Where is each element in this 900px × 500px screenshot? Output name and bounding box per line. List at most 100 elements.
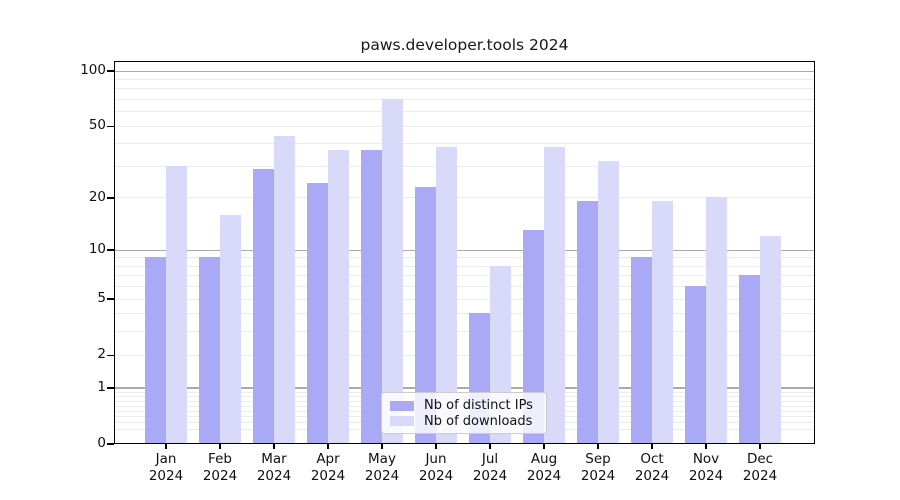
- x-tick-year: 2024: [580, 468, 616, 484]
- x-tick-mark: [273, 444, 275, 449]
- minor-gridline: [115, 265, 814, 267]
- x-tick-mark: [651, 444, 653, 449]
- minor-gridline: [115, 313, 814, 315]
- legend-swatch-downloads: [390, 416, 414, 427]
- minor-gridline: [115, 197, 814, 199]
- bar-distinct-ips-sep: [576, 201, 598, 444]
- x-tick-label: Aug 2024: [509, 451, 579, 485]
- x-tick-label: Sep 2024: [563, 451, 633, 485]
- x-tick-label: Oct 2024: [617, 451, 687, 485]
- y-tick-mark: [107, 70, 114, 72]
- x-tick-mark: [705, 444, 707, 449]
- bar-distinct-ips-feb: [198, 257, 220, 444]
- minor-gridline: [115, 286, 814, 288]
- x-tick-label: Jul 2024: [455, 451, 525, 485]
- x-tick-label: Dec 2024: [725, 451, 795, 485]
- x-tick-label: Feb 2024: [185, 451, 255, 485]
- bar-downloads-mar: [273, 135, 295, 444]
- x-tick-year: 2024: [256, 468, 292, 484]
- minor-gridline: [115, 78, 814, 80]
- bar-distinct-ips-aug: [522, 230, 544, 444]
- x-tick-year: 2024: [634, 468, 670, 484]
- minor-gridline: [115, 98, 814, 100]
- y-tick-label: 10: [88, 241, 106, 258]
- x-tick-year: 2024: [418, 468, 454, 484]
- x-tick-mark: [327, 444, 329, 449]
- x-tick-year: 2024: [688, 468, 724, 484]
- y-tick-label: 5: [97, 290, 106, 307]
- legend: Nb of distinct IPs Nb of downloads: [381, 392, 547, 434]
- minor-gridline: [115, 143, 814, 145]
- bar-downloads-may: [381, 98, 403, 444]
- x-tick-year: 2024: [148, 468, 184, 484]
- bar-downloads-jun: [435, 147, 457, 444]
- x-tick-mark: [435, 444, 437, 449]
- bar-downloads-nov: [705, 197, 727, 444]
- y-tick-label: 0: [97, 435, 106, 451]
- x-tick-mark: [597, 444, 599, 449]
- plot-area: Nb of distinct IPs Nb of downloads: [114, 61, 815, 444]
- x-tick-year: 2024: [202, 468, 238, 484]
- x-tick-mark: [219, 444, 221, 449]
- legend-swatch-distinct-ips: [390, 400, 414, 411]
- y-tick-mark: [107, 249, 114, 251]
- bar-downloads-dec: [759, 236, 781, 444]
- bar-downloads-sep: [597, 160, 619, 444]
- bar-downloads-apr: [327, 149, 349, 444]
- minor-gridline: [115, 111, 814, 113]
- y-tick-mark: [107, 387, 114, 389]
- x-tick-label: Mar 2024: [239, 451, 309, 485]
- x-tick-year: 2024: [310, 468, 346, 484]
- x-tick-label: Nov 2024: [671, 451, 741, 485]
- minor-gridline: [115, 125, 814, 127]
- bar-distinct-ips-nov: [684, 286, 706, 444]
- y-tick-label: 20: [88, 188, 106, 205]
- y-tick-label: 50: [88, 117, 106, 134]
- bar-distinct-ips-jan: [144, 257, 166, 444]
- major-gridline: [115, 70, 814, 72]
- major-gridline: [115, 249, 814, 251]
- x-tick-year: 2024: [364, 468, 400, 484]
- legend-label-downloads: Nb of downloads: [424, 413, 533, 429]
- chart-title: paws.developer.tools 2024: [360, 36, 569, 54]
- legend-label-distinct-ips: Nb of distinct IPs: [424, 398, 533, 414]
- x-tick-year: 2024: [472, 468, 508, 484]
- bar-downloads-feb: [219, 214, 241, 444]
- bar-downloads-aug: [543, 147, 565, 444]
- x-tick-mark: [489, 444, 491, 449]
- x-tick-label: Apr 2024: [293, 451, 363, 485]
- y-tick-label: 2: [97, 346, 106, 363]
- bar-downloads-oct: [651, 201, 673, 444]
- bar-downloads-jan: [165, 165, 187, 444]
- minor-gridline: [115, 331, 814, 333]
- x-tick-label: Jan 2024: [131, 451, 201, 485]
- minor-gridline: [115, 354, 814, 356]
- y-tick-mark: [107, 298, 114, 300]
- y-tick-label: 100: [80, 62, 106, 78]
- x-tick-label: Jun 2024: [401, 451, 471, 485]
- minor-gridline: [115, 275, 814, 277]
- minor-gridline: [115, 257, 814, 259]
- x-tick-mark: [759, 444, 761, 449]
- bar-distinct-ips-mar: [252, 168, 274, 444]
- y-tick-mark: [107, 197, 114, 199]
- bar-distinct-ips-may: [360, 149, 382, 444]
- minor-gridline: [115, 165, 814, 167]
- bar-distinct-ips-oct: [630, 257, 652, 444]
- bar-distinct-ips-apr: [306, 183, 328, 444]
- y-tick-mark: [107, 443, 114, 445]
- minor-gridline: [115, 298, 814, 300]
- x-tick-year: 2024: [742, 468, 778, 484]
- minor-gridline: [115, 88, 814, 90]
- y-tick-mark: [107, 354, 114, 356]
- y-tick-mark: [107, 125, 114, 127]
- x-tick-mark: [543, 444, 545, 449]
- legend-item-distinct-ips: Nb of distinct IPs: [390, 398, 538, 414]
- legend-item-downloads: Nb of downloads: [390, 414, 538, 430]
- x-tick-label: May 2024: [347, 451, 417, 485]
- y-tick-label: 1: [97, 378, 106, 395]
- x-tick-year: 2024: [526, 468, 562, 484]
- x-tick-mark: [165, 444, 167, 449]
- bar-distinct-ips-jun: [414, 186, 436, 444]
